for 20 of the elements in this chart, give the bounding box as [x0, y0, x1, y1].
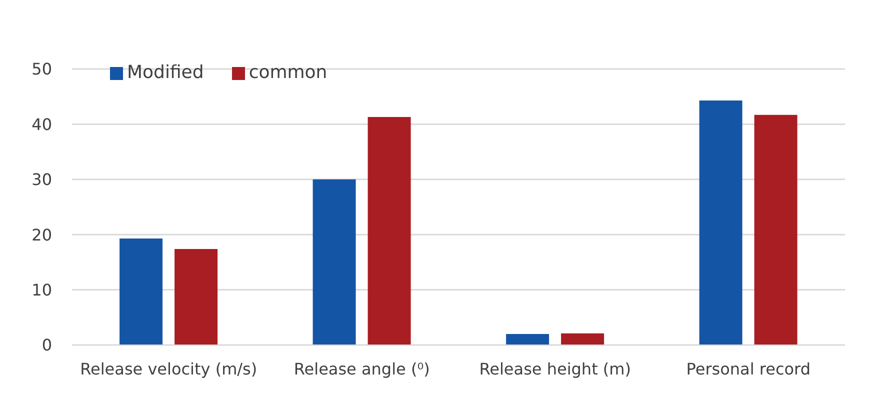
- x-tick-label: Release velocity (m/s): [80, 359, 258, 378]
- bar: [754, 114, 798, 345]
- y-tick-label: 30: [32, 170, 52, 190]
- bar: [312, 179, 356, 345]
- x-tick-label: Personal record: [686, 359, 810, 378]
- y-tick-label: 10: [32, 280, 52, 300]
- bar: [561, 333, 604, 345]
- bar: [120, 238, 163, 345]
- x-tick-label: Release angle (⁰): [294, 359, 430, 378]
- y-tick-label: 0: [42, 336, 52, 355]
- x-tick-label: Release height (m): [479, 359, 632, 378]
- bar: [699, 100, 742, 345]
- y-tick-label: 50: [32, 60, 52, 79]
- bar: [368, 117, 411, 345]
- bar: [506, 334, 550, 345]
- y-tick-label: 40: [32, 114, 52, 134]
- legend-label: Modified: [127, 62, 204, 83]
- legend-label: common: [248, 62, 328, 83]
- y-tick-label: 20: [32, 225, 52, 244]
- bar: [174, 248, 218, 345]
